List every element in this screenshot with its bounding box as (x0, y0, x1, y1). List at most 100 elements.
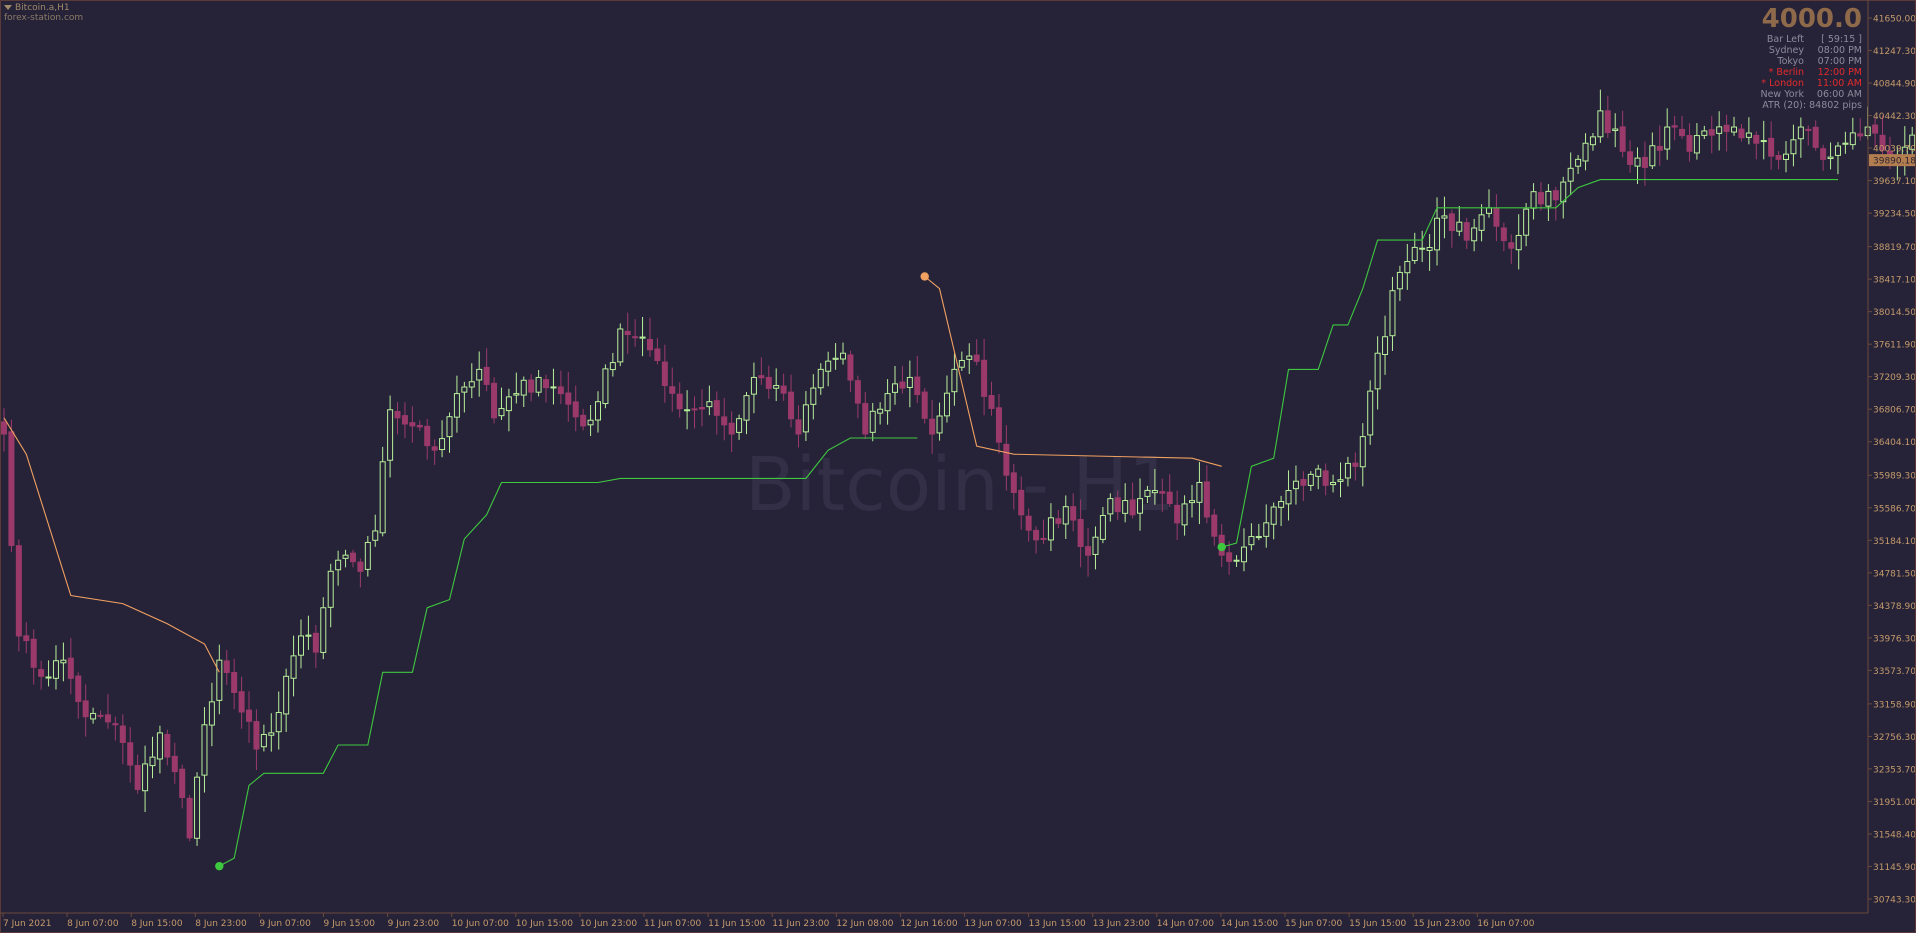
candle (357, 558, 364, 588)
price-tick-label: 31951.00 (1873, 798, 1916, 808)
candle (1649, 132, 1656, 170)
time-tick-label: 14 Jun 15:00 (1221, 919, 1278, 929)
candle (765, 365, 772, 399)
price-tick-label: 39234.50 (1873, 210, 1916, 220)
candle (1738, 123, 1745, 142)
candle (1129, 482, 1136, 519)
info-row-new-york: New York 06:00 AM (1760, 89, 1862, 100)
candle (595, 391, 601, 433)
candle (142, 745, 149, 813)
candle (15, 539, 22, 652)
price-axis[interactable]: 41650.00 41247.30 40844.90 40442.30 40039.70… (1868, 15, 1916, 906)
candle (1545, 184, 1552, 221)
candle (892, 366, 898, 405)
trailing-stop-dots (215, 272, 1226, 871)
candle (149, 736, 156, 779)
candle (1122, 483, 1129, 523)
candle (1500, 222, 1507, 252)
candle (966, 343, 973, 374)
candle (1679, 115, 1686, 139)
candle (780, 373, 787, 401)
candle (1174, 490, 1181, 541)
candle (45, 660, 52, 687)
candle (1812, 120, 1819, 151)
candle (483, 348, 490, 392)
candle (1389, 276, 1396, 351)
info-row-bar-left: Bar Left[ 59:15 ] (1766, 34, 1862, 45)
candle (1159, 478, 1166, 512)
candle (788, 374, 795, 428)
candle (1278, 495, 1285, 527)
candle (1745, 117, 1752, 145)
candle (1166, 474, 1173, 507)
candle (1226, 541, 1233, 575)
info-row-berlin: * Berlin 12:00 PM (1768, 67, 1862, 78)
candle (8, 419, 15, 553)
candle (669, 367, 676, 412)
candle (1359, 423, 1366, 487)
candle (1656, 125, 1663, 166)
candle (38, 660, 45, 690)
candle (810, 374, 817, 420)
time-tick-label: 12 Jun 08:00 (836, 919, 893, 929)
candle (1530, 183, 1537, 220)
candle (973, 339, 980, 366)
candle (988, 381, 995, 416)
candle (639, 316, 646, 357)
candle (312, 625, 319, 669)
candle (238, 676, 245, 729)
candle (1872, 117, 1879, 148)
candle (728, 411, 735, 453)
candle (869, 402, 876, 442)
candle (268, 713, 275, 752)
candle (23, 622, 30, 654)
candle (1337, 462, 1344, 498)
candle (1374, 336, 1381, 410)
trailing-stop-down-line (924, 276, 1222, 467)
time-tick-label: 13 Jun 15:00 (1029, 919, 1086, 929)
chart-symbol-label[interactable]: Bitcoin.a,H1 (4, 3, 70, 13)
candle (936, 402, 943, 441)
candle (1248, 523, 1255, 551)
candle (580, 408, 587, 431)
candle (275, 691, 282, 750)
candle (127, 727, 134, 783)
candle (646, 317, 653, 357)
candle (550, 368, 557, 405)
time-tick-label: 15 Jun 15:00 (1349, 919, 1406, 929)
candle (1367, 380, 1374, 445)
time-tick-label: 11 Jun 15:00 (708, 919, 765, 929)
candle (1352, 452, 1359, 481)
candle (840, 342, 847, 365)
time-tick-label: 16 Jun 07:00 (1477, 919, 1534, 929)
candle (557, 370, 564, 405)
candle (1137, 478, 1144, 531)
candle (67, 638, 74, 695)
candle (305, 615, 312, 650)
candle (773, 368, 780, 402)
candle (1515, 214, 1522, 270)
candle (854, 375, 861, 419)
candle (1307, 471, 1314, 491)
candle (951, 353, 958, 406)
time-tick-label: 8 Jun 23:00 (195, 919, 247, 929)
candle (208, 682, 215, 747)
candle (1330, 474, 1337, 493)
time-axis[interactable]: 7 Jun 2021 8 Jun 07:00 8 Jun 15:00 8 Jun 23… (2, 913, 1535, 929)
session-info-panel: 4000.0 Bar Left[ 59:15 ] Sydney 08:00 PM … (1760, 4, 1862, 111)
candle (364, 536, 371, 577)
candle (1834, 142, 1841, 175)
candle (654, 337, 661, 365)
candle (1144, 485, 1151, 504)
candle (825, 351, 832, 387)
price-tick-label: 33976.30 (1873, 634, 1916, 644)
candle (1552, 186, 1559, 221)
price-tick-label: 31548.40 (1873, 830, 1916, 840)
candle (528, 374, 535, 402)
price-tick-label: 40844.90 (1873, 80, 1916, 90)
chevron-down-icon[interactable] (4, 5, 12, 10)
candle (1567, 152, 1574, 196)
source-label: forex-station.com (4, 13, 84, 23)
